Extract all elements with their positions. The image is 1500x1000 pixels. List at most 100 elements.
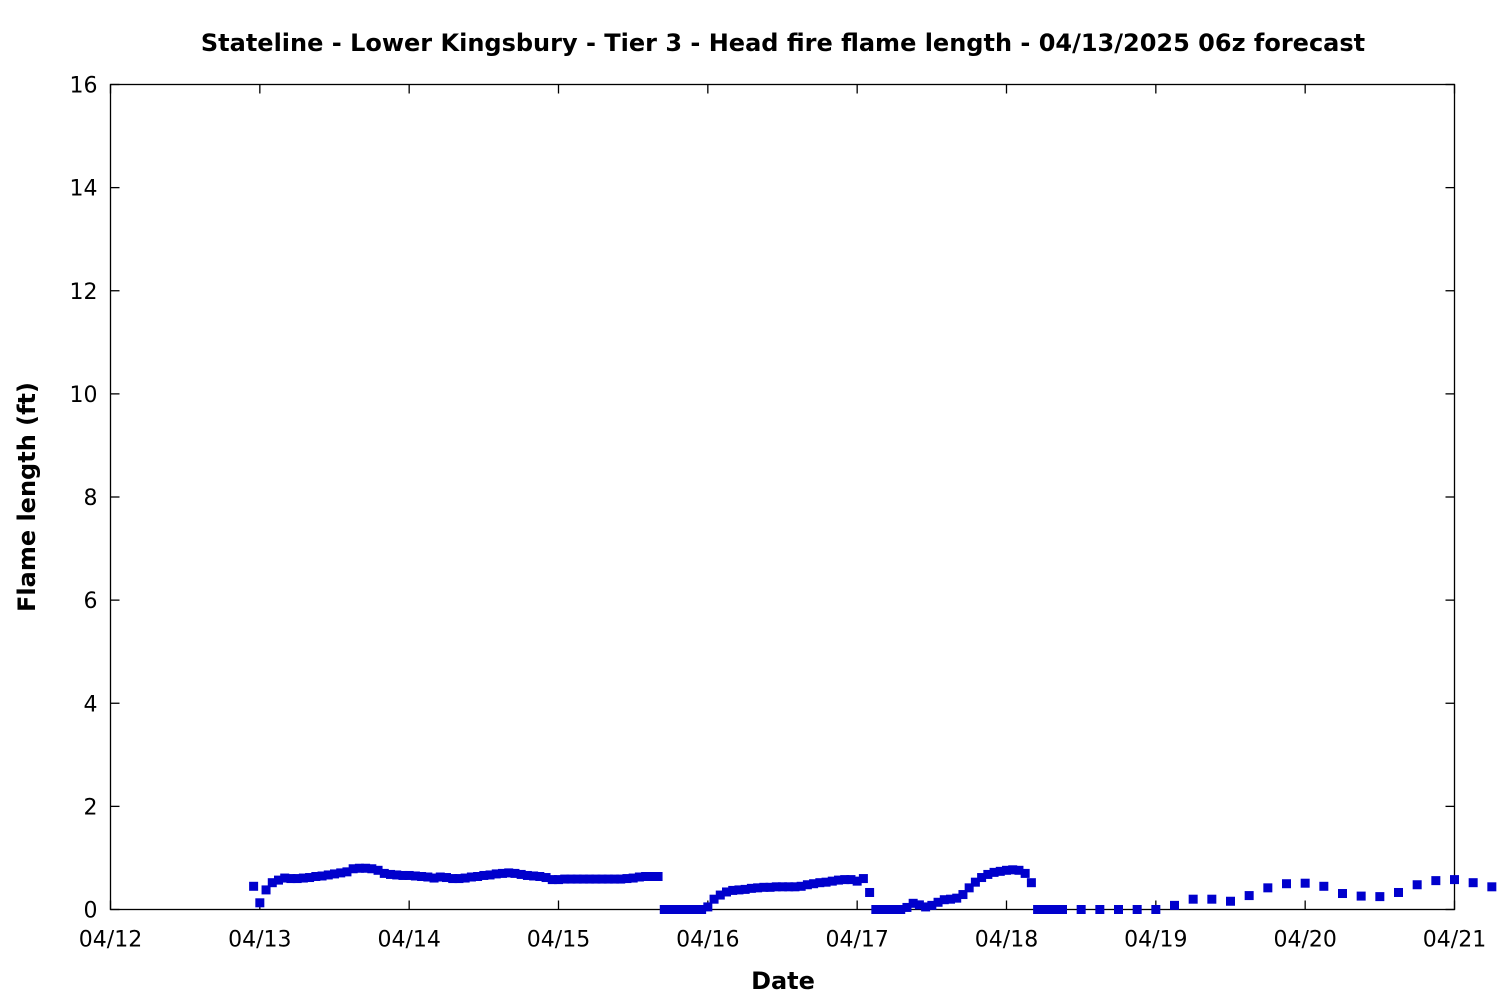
data-point bbox=[1412, 880, 1422, 890]
data-point bbox=[715, 890, 725, 900]
data-point bbox=[466, 872, 476, 882]
data-point bbox=[796, 881, 806, 891]
data-point bbox=[578, 874, 588, 884]
data-point bbox=[541, 873, 551, 883]
data-point bbox=[1045, 905, 1055, 914]
data-point bbox=[311, 872, 321, 881]
data-point bbox=[585, 874, 595, 884]
data-point bbox=[516, 869, 526, 879]
data-point bbox=[728, 885, 738, 895]
data-point bbox=[1282, 879, 1291, 889]
x-tick-label: 04/16 bbox=[676, 928, 739, 953]
data-point bbox=[678, 905, 688, 914]
data-point bbox=[809, 879, 819, 889]
data-point bbox=[784, 882, 794, 892]
data-point bbox=[927, 900, 937, 910]
data-point bbox=[1014, 865, 1024, 875]
y-tick-label: 12 bbox=[70, 280, 98, 305]
data-point bbox=[1431, 876, 1441, 886]
data-point bbox=[1020, 868, 1030, 878]
data-point bbox=[485, 870, 495, 880]
data-point bbox=[529, 871, 539, 881]
data-point bbox=[286, 874, 296, 884]
data-point bbox=[1375, 892, 1385, 902]
data-point bbox=[697, 905, 707, 914]
data-point bbox=[622, 874, 632, 884]
data-point bbox=[827, 876, 837, 886]
data-point bbox=[417, 872, 427, 881]
y-tick-label: 16 bbox=[70, 74, 98, 99]
x-tick-label: 04/21 bbox=[1423, 928, 1486, 953]
data-point bbox=[1051, 905, 1061, 914]
data-point bbox=[977, 873, 987, 883]
data-point bbox=[902, 902, 912, 912]
data-point bbox=[510, 868, 520, 878]
data-point bbox=[354, 863, 364, 873]
data-point bbox=[410, 871, 420, 881]
data-point bbox=[871, 905, 881, 914]
data-point bbox=[298, 873, 308, 883]
data-point bbox=[852, 876, 862, 886]
data-point bbox=[597, 874, 607, 884]
data-point bbox=[616, 874, 626, 884]
data-point bbox=[740, 884, 750, 894]
data-point bbox=[914, 900, 924, 910]
data-points bbox=[249, 863, 1497, 914]
data-point bbox=[765, 882, 775, 892]
data-point bbox=[323, 870, 333, 880]
data-point bbox=[933, 897, 943, 907]
data-point bbox=[684, 905, 694, 914]
data-point bbox=[267, 878, 277, 888]
plot-area bbox=[109, 83, 1456, 911]
data-point bbox=[1026, 878, 1036, 888]
data-point bbox=[342, 867, 352, 877]
x-tick-label: 04/20 bbox=[1273, 928, 1336, 953]
data-point bbox=[255, 898, 265, 908]
data-point bbox=[734, 885, 744, 895]
data-point bbox=[983, 869, 993, 879]
x-axis-label: Date bbox=[751, 967, 815, 995]
data-point bbox=[317, 871, 327, 881]
data-point bbox=[1468, 878, 1478, 888]
data-point bbox=[1039, 905, 1049, 914]
x-tick-label: 04/18 bbox=[975, 928, 1038, 953]
data-point bbox=[634, 872, 644, 882]
data-point bbox=[908, 898, 918, 908]
data-point bbox=[709, 894, 719, 904]
data-point bbox=[846, 875, 856, 885]
axis-ticks bbox=[109, 83, 1456, 911]
data-point bbox=[379, 868, 389, 878]
data-point bbox=[249, 881, 259, 891]
data-point bbox=[292, 874, 302, 884]
x-tick-label: 04/19 bbox=[1124, 928, 1187, 953]
data-point bbox=[473, 872, 483, 881]
data-point bbox=[392, 870, 402, 880]
data-point bbox=[1319, 881, 1329, 891]
data-point bbox=[722, 887, 731, 897]
data-point bbox=[970, 877, 980, 887]
data-point bbox=[802, 880, 812, 890]
data-point bbox=[896, 905, 906, 914]
x-tick-label: 04/15 bbox=[527, 928, 590, 953]
data-point bbox=[522, 870, 532, 880]
data-point bbox=[566, 874, 576, 884]
data-point bbox=[964, 883, 974, 893]
data-point bbox=[560, 874, 570, 884]
data-point bbox=[386, 869, 395, 879]
data-point bbox=[628, 873, 638, 883]
data-point bbox=[790, 882, 800, 892]
data-point bbox=[1207, 894, 1217, 904]
data-point bbox=[547, 875, 557, 885]
chart-title: Stateline - Lower Kingsbury - Tier 3 - H… bbox=[201, 29, 1365, 57]
data-point bbox=[261, 885, 271, 895]
data-point bbox=[442, 873, 451, 883]
data-point bbox=[703, 902, 713, 912]
data-point bbox=[361, 863, 371, 873]
data-point bbox=[1002, 865, 1011, 875]
data-point bbox=[1170, 900, 1179, 910]
data-point bbox=[1244, 891, 1254, 901]
data-point bbox=[305, 873, 315, 883]
data-point bbox=[1008, 865, 1018, 875]
y-tick-label: 0 bbox=[84, 899, 98, 924]
x-tick-label: 04/17 bbox=[825, 928, 888, 953]
